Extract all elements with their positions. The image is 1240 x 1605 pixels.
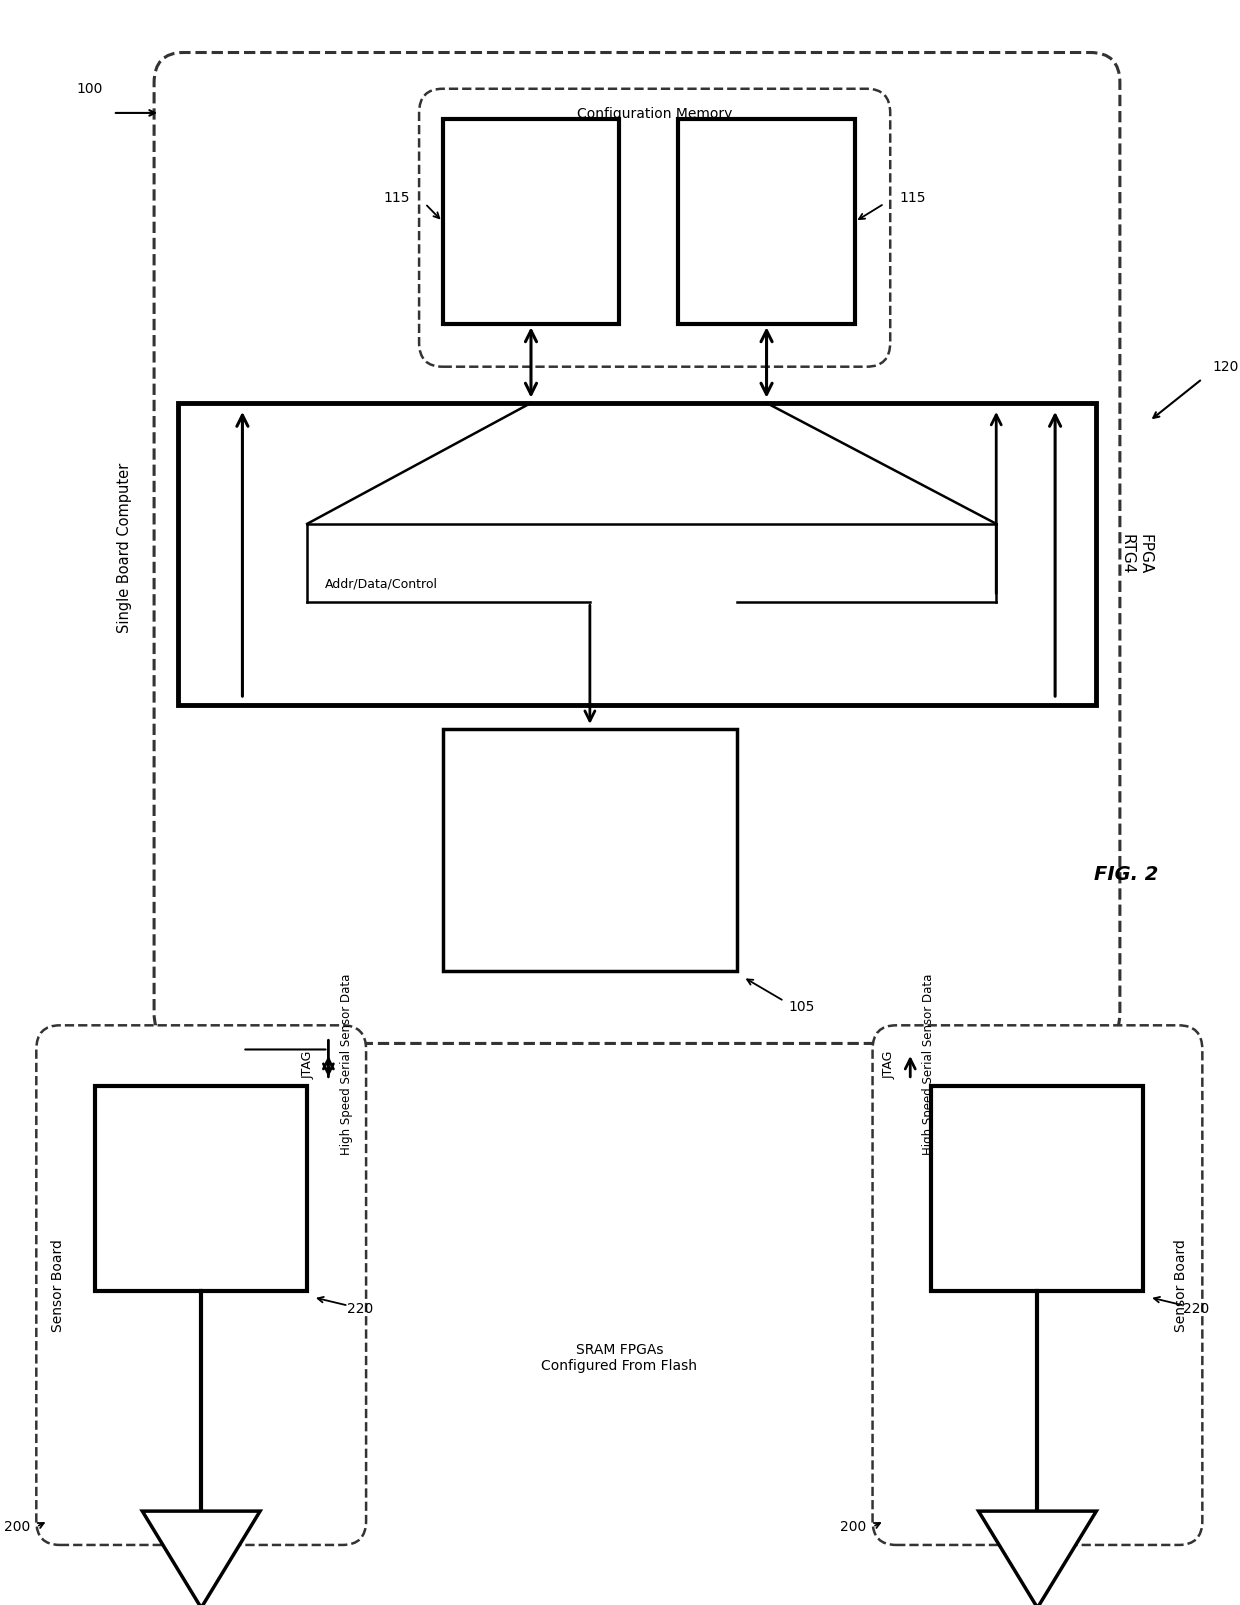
- Bar: [678, 119, 854, 324]
- Bar: [931, 1085, 1143, 1290]
- Text: 100: 100: [76, 82, 103, 96]
- Text: 220: 220: [347, 1302, 373, 1316]
- Text: 115: 115: [900, 191, 926, 204]
- Text: FIG. 2: FIG. 2: [1094, 865, 1158, 884]
- Text: 220: 220: [1183, 1302, 1209, 1316]
- Bar: [443, 729, 737, 971]
- Text: High Speed Serial Sensor Data: High Speed Serial Sensor Data: [923, 974, 935, 1156]
- Text: 115: 115: [383, 191, 409, 204]
- Polygon shape: [978, 1512, 1096, 1605]
- Text: 8Gb
NAND
FLASH
Redundant: 8Gb NAND FLASH Redundant: [733, 193, 801, 250]
- Text: 105: 105: [789, 1000, 815, 1014]
- FancyBboxPatch shape: [873, 1026, 1203, 1546]
- Text: Configuration Memory: Configuration Memory: [577, 108, 733, 120]
- Bar: [443, 119, 619, 324]
- Text: GR712RC
Dual Core
LEON3: GR712RC Dual Core LEON3: [554, 825, 626, 875]
- Text: SRAM
Based
FPGA: SRAM Based FPGA: [1018, 1167, 1056, 1210]
- Text: 120: 120: [1213, 360, 1239, 374]
- FancyBboxPatch shape: [419, 88, 890, 366]
- Text: FPGA
RTG4: FPGA RTG4: [1120, 534, 1152, 575]
- Text: JTAG: JTAG: [301, 1050, 314, 1079]
- Text: High Speed Serial Sensor Data: High Speed Serial Sensor Data: [340, 974, 353, 1156]
- Text: Sensor Board: Sensor Board: [51, 1239, 64, 1332]
- Text: JTAG: JTAG: [883, 1050, 897, 1079]
- Text: Single Board Computer: Single Board Computer: [117, 462, 133, 632]
- Text: Sensor Board: Sensor Board: [1174, 1239, 1188, 1332]
- Bar: [177, 403, 1096, 705]
- Text: SRAM
Based
FPGA: SRAM Based FPGA: [182, 1167, 221, 1210]
- FancyBboxPatch shape: [36, 1026, 366, 1546]
- FancyBboxPatch shape: [154, 53, 1120, 1043]
- Text: 8Gb
NAND
FLASH
Primary: 8Gb NAND FLASH Primary: [507, 193, 556, 250]
- Text: 200: 200: [4, 1520, 31, 1534]
- Text: Addr/Data/Control: Addr/Data/Control: [325, 578, 438, 591]
- Text: 200: 200: [841, 1520, 867, 1534]
- Polygon shape: [143, 1512, 260, 1605]
- Text: SRAM FPGAs
Configured From Flash: SRAM FPGAs Configured From Flash: [542, 1342, 697, 1372]
- Bar: [95, 1085, 308, 1290]
